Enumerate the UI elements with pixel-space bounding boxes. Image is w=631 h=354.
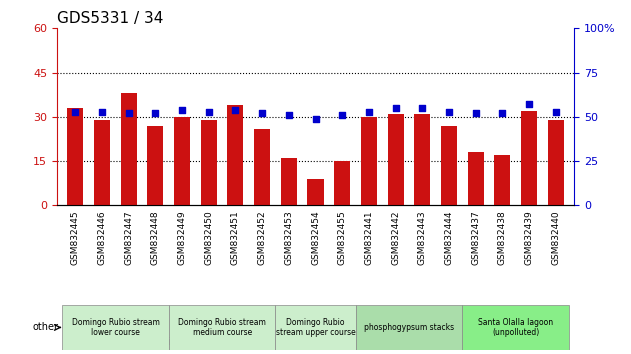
Point	[310, 116, 321, 121]
Text: Domingo Rubio stream
medium course: Domingo Rubio stream medium course	[178, 318, 266, 337]
Point	[444, 109, 454, 114]
Point	[417, 105, 427, 111]
Bar	[68, 108, 83, 205]
Point	[257, 110, 267, 116]
Text: Santa Olalla lagoon
(unpolluted): Santa Olalla lagoon (unpolluted)	[478, 318, 553, 337]
Text: phosphogypsum stacks: phosphogypsum stacks	[364, 323, 454, 332]
Bar	[148, 126, 163, 205]
Bar	[414, 114, 430, 205]
FancyBboxPatch shape	[462, 306, 569, 349]
FancyBboxPatch shape	[355, 306, 462, 349]
Point	[284, 112, 294, 118]
Bar	[174, 117, 190, 205]
Text: Domingo Rubio stream
lower course: Domingo Rubio stream lower course	[71, 318, 160, 337]
Bar	[228, 105, 244, 205]
Bar	[121, 93, 137, 205]
Point	[364, 109, 374, 114]
Point	[471, 110, 481, 116]
Point	[177, 107, 187, 113]
Point	[337, 112, 347, 118]
Point	[550, 109, 560, 114]
Point	[391, 105, 401, 111]
Bar	[307, 179, 324, 205]
Bar	[201, 120, 217, 205]
Text: GDS5331 / 34: GDS5331 / 34	[57, 11, 163, 26]
Text: other: other	[32, 322, 58, 332]
Text: Domingo Rubio
stream upper course: Domingo Rubio stream upper course	[276, 318, 355, 337]
Point	[497, 110, 507, 116]
Point	[524, 102, 534, 107]
FancyBboxPatch shape	[169, 306, 276, 349]
Bar	[548, 120, 563, 205]
Bar	[334, 161, 350, 205]
Point	[124, 110, 134, 116]
Point	[204, 109, 214, 114]
Point	[71, 109, 81, 114]
Bar	[94, 120, 110, 205]
Bar	[254, 129, 270, 205]
Bar	[441, 126, 457, 205]
Bar	[361, 117, 377, 205]
Point	[150, 110, 160, 116]
FancyBboxPatch shape	[276, 306, 355, 349]
Point	[230, 107, 240, 113]
Legend: count, percentile rank within the sample: count, percentile rank within the sample	[62, 318, 252, 351]
Bar	[494, 155, 510, 205]
Bar	[281, 158, 297, 205]
Bar	[387, 114, 403, 205]
Bar	[468, 152, 483, 205]
FancyBboxPatch shape	[62, 306, 169, 349]
Bar	[521, 111, 537, 205]
Point	[97, 109, 107, 114]
